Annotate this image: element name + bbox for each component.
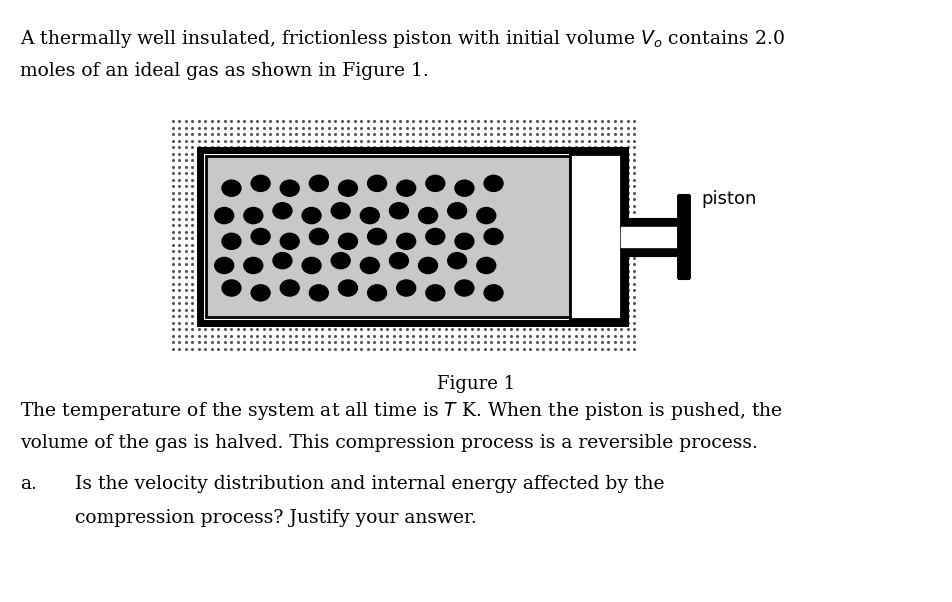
Ellipse shape: [367, 175, 387, 191]
Ellipse shape: [251, 285, 269, 301]
Ellipse shape: [484, 228, 503, 244]
Text: A thermally well insulated, frictionless piston with initial volume $V_o$ contai: A thermally well insulated, frictionless…: [20, 28, 784, 50]
Ellipse shape: [476, 208, 495, 223]
Ellipse shape: [418, 258, 437, 273]
Ellipse shape: [251, 228, 269, 244]
Ellipse shape: [484, 175, 503, 191]
Ellipse shape: [222, 234, 241, 249]
Ellipse shape: [309, 175, 327, 191]
Ellipse shape: [426, 285, 445, 301]
Ellipse shape: [396, 180, 415, 196]
Ellipse shape: [302, 258, 321, 273]
Ellipse shape: [309, 228, 327, 244]
Ellipse shape: [360, 258, 379, 273]
Ellipse shape: [389, 253, 408, 268]
Bar: [200, 150, 625, 323]
Text: Figure 1: Figure 1: [436, 375, 514, 393]
Bar: [569, 154, 621, 319]
Ellipse shape: [244, 208, 263, 223]
Ellipse shape: [426, 228, 445, 244]
Ellipse shape: [426, 175, 445, 191]
Ellipse shape: [476, 258, 495, 273]
Ellipse shape: [396, 234, 415, 249]
Ellipse shape: [280, 180, 299, 196]
Ellipse shape: [367, 228, 387, 244]
Ellipse shape: [338, 180, 357, 196]
Text: a.: a.: [20, 475, 37, 493]
Ellipse shape: [418, 208, 437, 223]
Text: compression process? Justify your answer.: compression process? Justify your answer…: [75, 509, 476, 527]
Ellipse shape: [338, 280, 357, 296]
Ellipse shape: [389, 203, 408, 219]
Text: volume of the gas is halved. This compression process is a reversible process.: volume of the gas is halved. This compre…: [20, 434, 757, 452]
Ellipse shape: [454, 234, 473, 249]
Ellipse shape: [454, 280, 473, 296]
Text: The temperature of the system at all time is $T$ K. When the piston is pushed, t: The temperature of the system at all tim…: [20, 400, 782, 422]
Ellipse shape: [367, 285, 387, 301]
Ellipse shape: [447, 253, 466, 268]
Ellipse shape: [222, 280, 241, 296]
Ellipse shape: [222, 180, 241, 196]
Ellipse shape: [484, 285, 503, 301]
Ellipse shape: [338, 234, 357, 249]
Ellipse shape: [454, 180, 473, 196]
Bar: [206, 156, 569, 317]
Ellipse shape: [302, 208, 321, 223]
Bar: [169, 118, 640, 355]
Ellipse shape: [214, 208, 233, 223]
Text: moles of an ideal gas as shown in Figure 1.: moles of an ideal gas as shown in Figure…: [20, 62, 428, 80]
Ellipse shape: [251, 175, 269, 191]
Text: piston: piston: [701, 190, 756, 208]
Ellipse shape: [309, 285, 327, 301]
Ellipse shape: [331, 203, 349, 219]
Ellipse shape: [447, 203, 466, 219]
Ellipse shape: [280, 280, 299, 296]
Ellipse shape: [396, 280, 415, 296]
Bar: [678, 194, 688, 279]
Ellipse shape: [272, 203, 291, 219]
Ellipse shape: [360, 208, 379, 223]
Ellipse shape: [331, 253, 349, 268]
Ellipse shape: [272, 253, 291, 268]
Ellipse shape: [244, 258, 263, 273]
Text: Is the velocity distribution and internal energy affected by the: Is the velocity distribution and interna…: [75, 475, 664, 493]
Ellipse shape: [214, 258, 233, 273]
Ellipse shape: [280, 234, 299, 249]
